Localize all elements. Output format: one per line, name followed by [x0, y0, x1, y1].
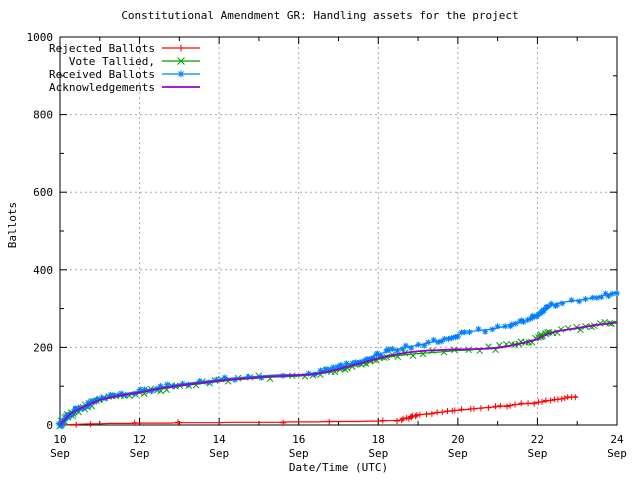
x-axis-label: Date/Time (UTC) — [288, 461, 389, 474]
series-line — [59, 395, 578, 426]
y-tick-label: 1000 — [27, 31, 54, 44]
x-tick-label-day: 22 — [531, 433, 544, 446]
chart-title: Constitutional Amendment GR: Handling as… — [121, 9, 519, 22]
x-tick-label-month: Sep — [607, 447, 627, 460]
x-tick-label-month: Sep — [368, 447, 388, 460]
legend-entry-vote-tallied: Vote Tallied, — [69, 55, 200, 68]
x-tick-label-day: 14 — [213, 433, 227, 446]
legend-marker-plus-icon — [177, 44, 185, 52]
x-tick-label-month: Sep — [50, 447, 70, 460]
x-tick-label-month: Sep — [130, 447, 150, 460]
series-markers — [56, 318, 615, 430]
series-markers — [55, 290, 620, 429]
x-tick-label-month: Sep — [527, 447, 547, 460]
legend-marker-star-icon — [177, 70, 185, 78]
y-tick-label: 0 — [46, 419, 53, 432]
x-tick-label-day: 12 — [133, 433, 146, 446]
series-received-ballots — [55, 290, 620, 429]
series-line — [59, 291, 618, 426]
series-vote-tallied — [56, 318, 618, 430]
legend-label: Acknowledgements — [49, 81, 155, 94]
x-tick-label-day: 16 — [292, 433, 305, 446]
series-line — [59, 320, 618, 426]
y-tick-label: 800 — [33, 109, 53, 122]
legend-label: Vote Tallied, — [69, 55, 155, 68]
legend-label: Rejected Ballots — [49, 42, 155, 55]
x-tick-label-day: 20 — [451, 433, 464, 446]
axis-ticks — [59, 36, 618, 426]
legend-entry-received-ballots: Received Ballots — [49, 68, 200, 81]
y-tick-label: 600 — [33, 186, 53, 199]
legend-entry-rejected-ballots: Rejected Ballots — [49, 42, 200, 55]
legend-label: Received Ballots — [49, 68, 155, 81]
y-tick-label: 200 — [33, 341, 53, 354]
x-tick-label-day: 18 — [372, 433, 385, 446]
tick-labels: 0200400600800100010Sep12Sep14Sep16Sep18S… — [27, 31, 627, 460]
x-tick-label-day: 10 — [53, 433, 66, 446]
x-tick-label-month: Sep — [289, 447, 309, 460]
legend-entry-acknowledgements: Acknowledgements — [49, 81, 200, 94]
x-tick-label-month: Sep — [448, 447, 468, 460]
x-tick-label-month: Sep — [209, 447, 229, 460]
legend-marker-cross-icon — [177, 57, 185, 65]
x-tick-label-day: 24 — [610, 433, 624, 446]
series-acknowledgements — [59, 321, 618, 426]
y-tick-label: 400 — [33, 264, 53, 277]
y-axis-label: Ballots — [6, 201, 19, 249]
series-markers — [57, 393, 579, 428]
series-rejected-ballots — [57, 393, 579, 428]
series-line — [59, 321, 618, 426]
